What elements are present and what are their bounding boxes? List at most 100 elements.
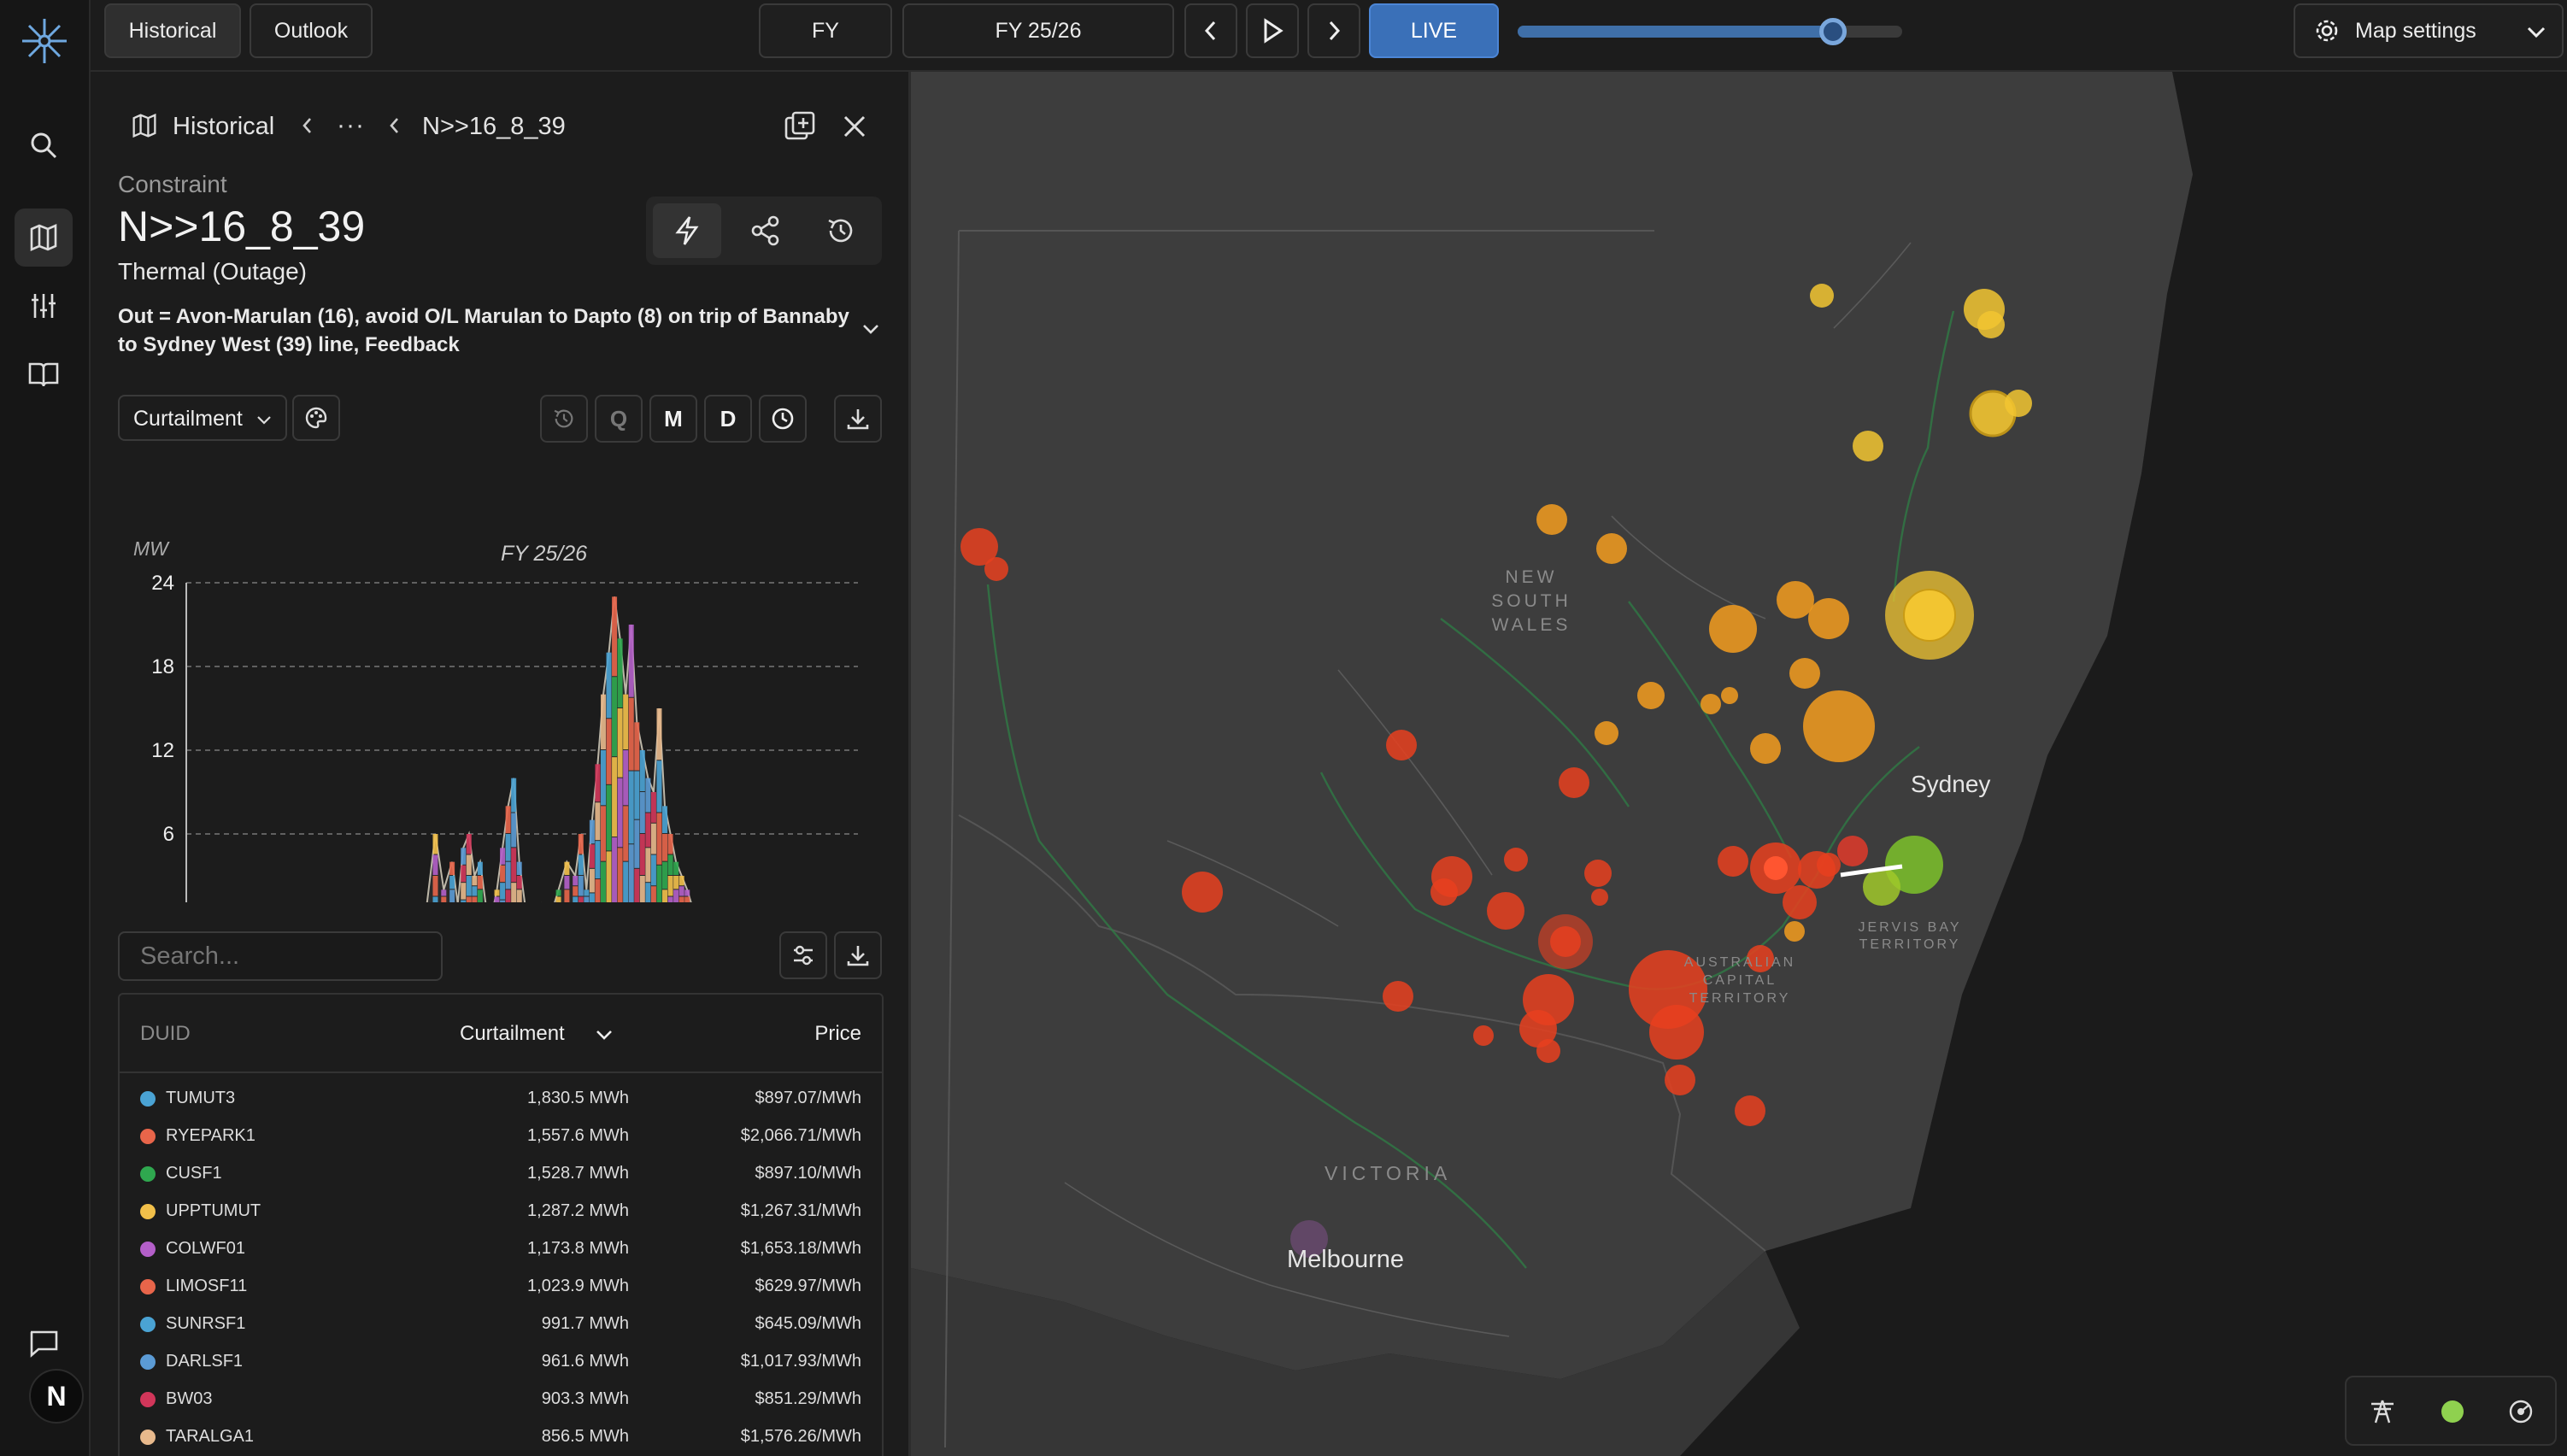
search-box[interactable]: [118, 931, 443, 981]
constraint-lightning-button[interactable]: [653, 203, 721, 258]
stack-bar-segment: [612, 837, 618, 902]
page-title: N>>16_8_39: [118, 203, 366, 250]
duplicate-icon[interactable]: [783, 109, 817, 144]
timeline-slider[interactable]: [1518, 18, 1902, 45]
live-button[interactable]: LIVE: [1369, 3, 1499, 58]
map-label-act: AUSTRALIAN CAPITAL TERRITORY: [1683, 955, 1796, 1006]
generator-bubble: [1386, 730, 1417, 760]
map-label-jervis: JERVIS BAY TERRITORY: [1858, 920, 1962, 952]
chat-button[interactable]: [15, 1314, 73, 1372]
tower-toggle[interactable]: [2362, 1391, 2403, 1432]
column-curtailment[interactable]: Curtailment: [460, 1022, 565, 1045]
stack-bar-segment: [628, 625, 634, 697]
row-duid: LIMOSF11: [166, 1277, 248, 1295]
previous-period-button[interactable]: [1184, 3, 1237, 58]
generator-bubble: [1538, 914, 1593, 969]
stack-bar-segment: [645, 778, 651, 813]
generator-bubble: [1504, 848, 1528, 872]
stack-bar-segment: [578, 834, 584, 854]
table-row[interactable]: DARLSF1 961.6 MWh $1,017.93/MWh: [120, 1343, 882, 1381]
map-label-victoria: VICTORIA: [1325, 1162, 1452, 1184]
close-icon[interactable]: [841, 113, 868, 140]
action-group: [646, 197, 882, 265]
row-price: $645.09/MWh: [755, 1314, 861, 1333]
status-toggle[interactable]: [2432, 1391, 2473, 1432]
table-row[interactable]: COLWF01 1,173.8 MWh $1,653.18/MWh: [120, 1230, 882, 1268]
stack-bar-segment: [612, 596, 618, 677]
chevron-right-icon: [1329, 21, 1341, 41]
filter-icon: [794, 945, 813, 966]
table-row[interactable]: CUSF1 1,528.7 MWh $897.10/MWh: [120, 1155, 882, 1193]
stack-bar-segment: [684, 896, 690, 902]
table-row[interactable]: TARALGA1 856.5 MWh $1,576.26/MWh: [120, 1418, 882, 1456]
stack-bar-segment: [612, 677, 618, 757]
resolution-history-button[interactable]: [540, 395, 588, 443]
resolution-time-button[interactable]: [759, 395, 807, 443]
chevron-down-icon[interactable]: [861, 323, 880, 335]
map-settings-button[interactable]: Map settings: [2294, 3, 2564, 58]
generator-bubble: [1595, 721, 1618, 745]
stack-bar-segment: [505, 834, 511, 861]
stack-bar-segment: [650, 854, 656, 886]
generator-bubble: [984, 557, 1008, 581]
map-label-melbourne: Melbourne: [1287, 1246, 1405, 1273]
row-price: $1,017.93/MWh: [740, 1352, 861, 1371]
filters-nav-button[interactable]: [15, 277, 73, 335]
stack-bar-segment: [645, 813, 651, 848]
generator-bubble: [1784, 921, 1805, 942]
resolution-q-button[interactable]: Q: [595, 395, 643, 443]
row-curtailment: 1,287.2 MWh: [527, 1201, 629, 1220]
stack-bar-segment: [600, 806, 606, 861]
play-button[interactable]: [1246, 3, 1299, 58]
chevron-left-icon[interactable]: [388, 116, 402, 135]
stack-bar-segment: [678, 876, 684, 886]
column-price[interactable]: Price: [814, 1022, 861, 1045]
timeline-slider-thumb[interactable]: [1819, 18, 1847, 45]
table-row[interactable]: RYEPARK1 1,557.6 MWh $2,066.71/MWh: [120, 1118, 882, 1155]
radar-toggle[interactable]: [2500, 1391, 2541, 1432]
map-nav-button[interactable]: [15, 208, 73, 267]
stack-bar-segment: [511, 883, 517, 902]
network-button[interactable]: [731, 203, 800, 258]
metric-select[interactable]: Curtailment: [118, 395, 287, 441]
table-row[interactable]: LIMOSF11 1,023.9 MWh $629.97/MWh: [120, 1268, 882, 1306]
period-value-select[interactable]: FY 25/26: [902, 3, 1174, 58]
table-row[interactable]: BW03 903.3 MWh $851.29/MWh: [120, 1381, 882, 1418]
column-duid[interactable]: DUID: [140, 1022, 191, 1045]
period-type-select[interactable]: FY: [759, 3, 892, 58]
stack-bar-segment: [634, 868, 640, 902]
table-row[interactable]: TUMUT3 1,830.5 MWh $897.07/MWh: [120, 1080, 882, 1118]
stack-bar-segment: [617, 708, 623, 778]
chevron-down-icon[interactable]: [595, 1029, 614, 1041]
table-row[interactable]: UPPTUMUT 1,287.2 MWh $1,267.31/MWh: [120, 1193, 882, 1230]
tab-outlook[interactable]: Outlook: [250, 3, 373, 58]
network-map[interactable]: NEW SOUTH WALES VICTORIA AUSTRALIAN CAPI…: [911, 72, 2567, 1456]
map-canvas[interactable]: [911, 72, 2567, 1456]
search-input[interactable]: [120, 933, 441, 979]
avatar[interactable]: N: [29, 1369, 84, 1424]
table-row[interactable]: SUNRSF1 991.7 MWh $645.09/MWh: [120, 1306, 882, 1343]
generator-bubble: [1430, 878, 1458, 906]
row-curtailment: 1,557.6 MWh: [527, 1126, 629, 1145]
history-button[interactable]: [807, 203, 875, 258]
docs-nav-button[interactable]: [15, 345, 73, 403]
breadcrumb-ellipsis[interactable]: ···: [337, 111, 365, 139]
table-download-button[interactable]: [834, 931, 882, 979]
constraint-type: Thermal (Outage): [118, 258, 307, 285]
lightning-icon: [675, 216, 699, 245]
table-filter-button[interactable]: [779, 931, 827, 979]
search-nav-button[interactable]: [15, 116, 73, 174]
chevron-left-icon[interactable]: [301, 116, 314, 135]
stack-bar-segment: [589, 819, 595, 844]
stack-bar-segment: [589, 844, 595, 868]
chart-download-button[interactable]: [834, 395, 882, 443]
palette-button[interactable]: [292, 395, 340, 441]
stack-bar-segment: [494, 889, 500, 896]
breadcrumb-root[interactable]: Historical: [173, 113, 275, 140]
resolution-m-button[interactable]: M: [649, 395, 697, 443]
next-period-button[interactable]: [1307, 3, 1360, 58]
tab-historical[interactable]: Historical: [104, 3, 241, 58]
app-logo[interactable]: [17, 14, 72, 68]
stack-bar-segment: [634, 819, 640, 868]
resolution-d-button[interactable]: D: [704, 395, 752, 443]
